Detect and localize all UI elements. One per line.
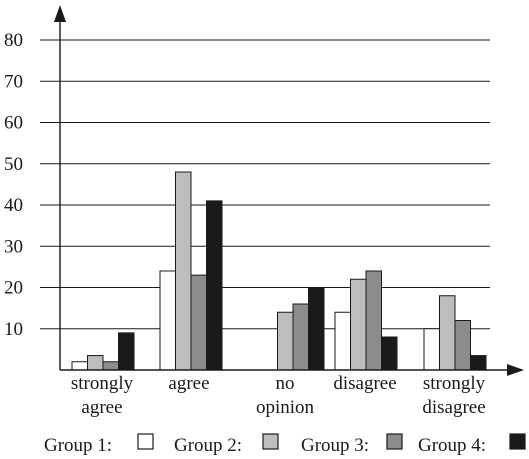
axes <box>54 5 524 376</box>
category-label: agree <box>81 397 122 418</box>
legend-label-group-4: Group 4: <box>418 435 486 456</box>
legend-label-group-3: Group 3: <box>301 435 369 456</box>
legend-swatch-group-1 <box>137 433 154 450</box>
category-label: no <box>276 373 295 394</box>
category-label: opinion <box>256 397 315 418</box>
bar-agree-group-3 <box>190 274 207 371</box>
y-tick-labels: 10 20 30 40 50 60 70 80 <box>4 30 23 340</box>
bar-disagree-group-4 <box>381 336 398 371</box>
bar-strongly-disagree-group-3 <box>454 320 471 371</box>
bar-agree-group-4 <box>206 200 223 371</box>
legend-label-group-2: Group 2: <box>174 435 242 456</box>
category-labels: strongly agree agree no opinion disagree stron… <box>71 373 486 418</box>
bar-disagree-group-2 <box>350 278 367 371</box>
bar-strongly-disagree-group-4 <box>470 355 487 371</box>
bar-disagree-group-1 <box>334 311 351 371</box>
bar-agree-group-1 <box>159 270 176 371</box>
category-label: strongly <box>423 373 486 394</box>
category-label: disagree <box>333 373 396 394</box>
bar-no-opinion-group-4 <box>308 287 325 371</box>
category-label: strongly <box>71 373 134 394</box>
bar-strongly-agree-group-1 <box>71 361 88 371</box>
y-tick-label: 50 <box>4 154 23 175</box>
bar-no-opinion-group-2 <box>277 311 294 371</box>
bar-strongly-disagree-group-1 <box>423 328 440 371</box>
y-tick-label: 20 <box>4 278 23 299</box>
bars <box>71 171 487 371</box>
gridlines <box>40 39 490 330</box>
legend-swatch-group-4 <box>509 433 526 450</box>
category-label: disagree <box>422 397 485 418</box>
legend: Group 1: Group 2: Group 3: Group 4: <box>44 433 526 456</box>
bar-no-opinion-group-3 <box>292 303 309 371</box>
x-axis-arrow <box>507 364 524 376</box>
bar-strongly-disagree-group-2 <box>439 295 456 371</box>
y-tick-label: 10 <box>4 319 23 340</box>
legend-swatch-group-2 <box>262 433 279 450</box>
y-tick-label: 60 <box>4 113 23 134</box>
category-label: agree <box>168 373 209 394</box>
legend-swatch-group-3 <box>386 433 403 450</box>
y-tick-label: 40 <box>4 195 23 216</box>
legend-label-group-1: Group 1: <box>44 435 112 456</box>
bar-strongly-agree-group-2 <box>87 355 104 371</box>
y-tick-label: 30 <box>4 236 23 257</box>
bar-disagree-group-3 <box>365 270 382 371</box>
y-tick-label: 80 <box>4 30 23 51</box>
bar-strongly-agree-group-4 <box>118 332 135 371</box>
y-axis-arrow <box>54 5 66 22</box>
y-tick-label: 70 <box>4 71 23 92</box>
bar-strongly-agree-group-3 <box>102 361 119 371</box>
bar-agree-group-2 <box>175 171 192 371</box>
